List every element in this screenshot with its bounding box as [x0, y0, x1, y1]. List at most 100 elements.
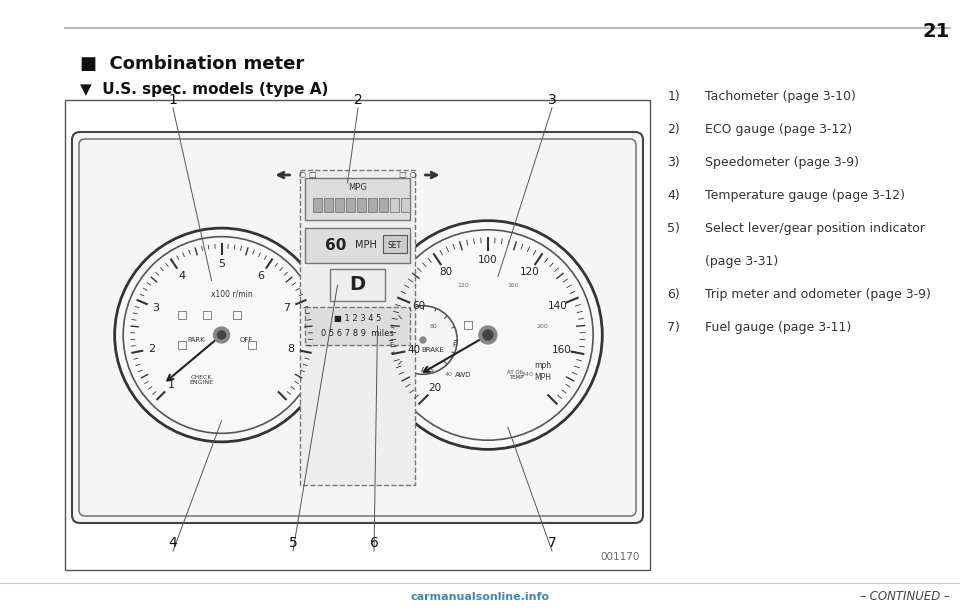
Text: AWD: AWD: [455, 372, 471, 378]
Text: 4): 4): [667, 189, 680, 202]
Bar: [368, 198, 377, 212]
Text: 4: 4: [179, 271, 185, 281]
Text: mph: mph: [535, 360, 551, 370]
Text: ○ □: ○ □: [299, 170, 317, 180]
Text: 120: 120: [457, 284, 468, 288]
Bar: [305, 228, 410, 263]
Text: ABS: ABS: [421, 367, 435, 373]
Bar: [305, 178, 410, 220]
Text: E: E: [390, 342, 394, 348]
Text: 140: 140: [547, 301, 567, 311]
Text: ▼  U.S. spec. models (type A): ▼ U.S. spec. models (type A): [80, 82, 328, 97]
FancyBboxPatch shape: [72, 132, 643, 523]
Text: 7): 7): [667, 321, 680, 334]
Text: 80: 80: [440, 268, 453, 277]
Circle shape: [383, 230, 593, 440]
Bar: [382, 235, 406, 253]
Bar: [401, 198, 410, 212]
Text: 4: 4: [169, 536, 178, 550]
Text: 6: 6: [257, 271, 264, 281]
Circle shape: [114, 228, 328, 442]
Text: 60: 60: [412, 301, 425, 311]
Text: x100 r/min: x100 r/min: [210, 290, 252, 299]
Circle shape: [389, 306, 457, 375]
Circle shape: [213, 327, 229, 343]
Text: (page 3-31): (page 3-31): [705, 255, 779, 268]
Text: 5: 5: [289, 536, 298, 550]
Text: 2: 2: [149, 344, 156, 354]
Bar: [390, 198, 399, 212]
Text: AT OIL
TEMP: AT OIL TEMP: [507, 370, 524, 381]
Text: 240: 240: [521, 371, 533, 376]
Text: 3: 3: [547, 93, 557, 107]
Text: 001170: 001170: [601, 552, 640, 562]
Text: 160: 160: [507, 284, 518, 288]
Bar: [429, 321, 437, 329]
Text: 5): 5): [667, 222, 680, 235]
Text: 5: 5: [218, 259, 225, 269]
Text: 1): 1): [667, 90, 680, 103]
Circle shape: [483, 330, 492, 340]
Text: MPG: MPG: [348, 183, 367, 192]
Bar: [330, 269, 385, 301]
Bar: [346, 198, 355, 212]
Text: CHECK
ENGINE: CHECK ENGINE: [189, 375, 213, 386]
Text: 6: 6: [370, 536, 378, 550]
Text: 2: 2: [353, 93, 362, 107]
Text: □ ○: □ ○: [398, 170, 417, 180]
Text: 200: 200: [537, 324, 548, 329]
Text: 160: 160: [552, 345, 571, 354]
Circle shape: [479, 326, 497, 344]
Text: Select lever/gear position indicator: Select lever/gear position indicator: [705, 222, 924, 235]
Circle shape: [218, 331, 226, 339]
Text: – CONTINUED –: – CONTINUED –: [860, 590, 950, 604]
Text: Speedometer (page 3-9): Speedometer (page 3-9): [705, 156, 859, 169]
Text: 3): 3): [667, 156, 680, 169]
Bar: [357, 198, 366, 212]
Bar: [313, 198, 322, 212]
Text: PARK: PARK: [188, 337, 205, 343]
Bar: [464, 321, 472, 329]
Text: OFF: OFF: [240, 337, 253, 343]
Text: D: D: [349, 276, 366, 295]
Text: MPH: MPH: [354, 241, 376, 251]
Text: 1: 1: [169, 93, 178, 107]
Text: ECO gauge (page 3-12): ECO gauge (page 3-12): [705, 123, 852, 136]
Text: 0 5 6 7 8 9  miles: 0 5 6 7 8 9 miles: [322, 329, 394, 337]
Circle shape: [123, 236, 320, 433]
Bar: [335, 198, 344, 212]
Text: Fuel gauge (page 3-11): Fuel gauge (page 3-11): [705, 321, 852, 334]
Circle shape: [373, 221, 602, 449]
Text: 3: 3: [153, 303, 159, 313]
Text: 100: 100: [478, 255, 497, 265]
Text: 80: 80: [429, 324, 437, 329]
Text: 120: 120: [519, 268, 540, 277]
Bar: [65, 100, 650, 570]
Bar: [203, 311, 210, 319]
Text: 7: 7: [283, 303, 291, 313]
Bar: [232, 311, 241, 319]
Text: 40: 40: [444, 371, 453, 376]
Text: 40: 40: [408, 345, 420, 354]
Bar: [178, 341, 185, 349]
Text: F: F: [452, 342, 456, 348]
Text: 1: 1: [168, 380, 175, 390]
Text: BRAKE: BRAKE: [421, 347, 444, 353]
Text: 60: 60: [324, 238, 347, 253]
Bar: [324, 198, 333, 212]
Text: carmanualsonline.info: carmanualsonline.info: [411, 592, 549, 602]
Text: Temperature gauge (page 3-12): Temperature gauge (page 3-12): [705, 189, 905, 202]
Text: Trip meter and odometer (page 3-9): Trip meter and odometer (page 3-9): [705, 288, 931, 301]
Text: Tachometer (page 3-10): Tachometer (page 3-10): [705, 90, 856, 103]
Text: 7: 7: [547, 536, 557, 550]
Text: MPH: MPH: [535, 373, 551, 381]
Bar: [178, 311, 185, 319]
Bar: [248, 341, 255, 349]
Bar: [379, 198, 388, 212]
Text: 20: 20: [428, 383, 442, 393]
Text: SET: SET: [388, 241, 401, 249]
Text: ■ 1 2 3 4 5: ■ 1 2 3 4 5: [334, 315, 381, 323]
Text: ■  Combination meter: ■ Combination meter: [80, 55, 304, 73]
Text: 6): 6): [667, 288, 680, 301]
Bar: [305, 307, 410, 345]
